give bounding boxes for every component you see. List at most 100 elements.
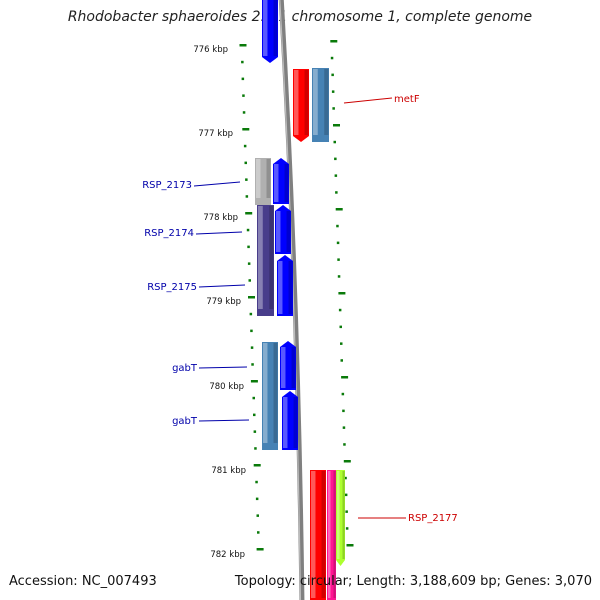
gene-arrow[interactable] bbox=[275, 205, 291, 254]
gene-labels: metF RSP_2173 RSP_2174 RSP_2175 gabT gabT RSP_… bbox=[142, 94, 458, 524]
gene-label[interactable]: RSP_2174 bbox=[144, 228, 243, 239]
gene-label-text: RSP_2175 bbox=[147, 282, 197, 293]
minor-tick bbox=[333, 140, 336, 144]
minor-tick bbox=[337, 258, 340, 261]
gene-label[interactable]: RSP_2175 bbox=[147, 282, 246, 293]
tick-marks bbox=[239, 40, 354, 551]
major-tick bbox=[330, 40, 338, 43]
gene-arrow[interactable] bbox=[273, 158, 289, 204]
gene-label-text: gabT bbox=[172, 363, 198, 374]
kbp-label: 782 kbp bbox=[210, 550, 245, 560]
gene-arrow[interactable] bbox=[336, 470, 345, 566]
minor-tick bbox=[244, 161, 247, 165]
minor-tick bbox=[249, 312, 253, 316]
minor-tick bbox=[334, 174, 338, 177]
gene-label-text: RSP_2174 bbox=[144, 228, 194, 239]
major-tick bbox=[256, 548, 264, 551]
gene-label-text: metF bbox=[394, 94, 420, 105]
gene-features bbox=[255, 0, 345, 600]
minor-tick bbox=[342, 409, 345, 413]
gene-arrow[interactable] bbox=[257, 205, 274, 316]
minor-tick bbox=[345, 527, 349, 530]
kbp-labels: 776 kbp 777 kbp 778 kbp 779 kbp 780 kbp 781 k… bbox=[193, 45, 246, 560]
major-tick bbox=[335, 208, 343, 211]
minor-tick bbox=[242, 94, 245, 97]
minor-tick bbox=[336, 224, 339, 228]
kbp-label: 780 kbp bbox=[209, 382, 244, 392]
minor-tick bbox=[345, 510, 348, 513]
gene-arrow[interactable] bbox=[327, 470, 336, 600]
minor-tick bbox=[343, 443, 346, 446]
gene-arrow[interactable] bbox=[280, 341, 296, 390]
gene-label[interactable]: RSP_2177 bbox=[358, 513, 458, 524]
kbp-label: 781 kbp bbox=[211, 466, 246, 476]
gene-label-text: RSP_2173 bbox=[142, 180, 192, 191]
minor-tick bbox=[245, 195, 249, 198]
gene-arrow[interactable] bbox=[277, 255, 293, 316]
minor-tick bbox=[256, 514, 259, 517]
minor-tick bbox=[339, 325, 342, 329]
minor-tick bbox=[335, 191, 338, 194]
minor-tick bbox=[247, 245, 250, 249]
gene-arrow[interactable] bbox=[262, 0, 278, 63]
minor-tick bbox=[251, 363, 254, 366]
major-tick bbox=[245, 212, 253, 215]
gene-arrow[interactable] bbox=[293, 69, 309, 142]
minor-tick bbox=[252, 396, 255, 400]
major-tick bbox=[253, 464, 261, 467]
minor-tick bbox=[254, 447, 257, 450]
gene-arrow[interactable] bbox=[282, 391, 298, 450]
leader-line bbox=[198, 419, 250, 422]
minor-tick bbox=[250, 346, 254, 349]
minor-tick bbox=[341, 392, 345, 396]
minor-tick bbox=[340, 342, 343, 345]
kbp-label: 777 kbp bbox=[198, 129, 233, 139]
minor-tick bbox=[246, 228, 250, 232]
minor-tick bbox=[243, 144, 247, 148]
major-tick bbox=[242, 128, 250, 131]
minor-tick bbox=[255, 497, 259, 501]
gene-label[interactable]: metF bbox=[343, 94, 420, 105]
minor-tick bbox=[255, 480, 258, 484]
kbp-label: 776 kbp bbox=[193, 45, 228, 55]
kbp-label: 779 kbp bbox=[206, 297, 241, 307]
major-tick bbox=[338, 292, 346, 295]
minor-tick bbox=[336, 241, 340, 245]
gene-label[interactable]: gabT bbox=[172, 363, 248, 374]
accession-text: Accession: NC_007493 bbox=[9, 574, 157, 589]
minor-tick bbox=[241, 77, 245, 81]
gene-label[interactable]: RSP_2173 bbox=[142, 180, 241, 191]
minor-tick bbox=[257, 531, 260, 534]
gene-label-text: RSP_2177 bbox=[408, 513, 458, 524]
gene-label-text: gabT bbox=[172, 416, 198, 427]
minor-tick bbox=[340, 359, 343, 362]
gene-arrow[interactable] bbox=[255, 158, 271, 205]
minor-tick bbox=[250, 329, 253, 333]
kbp-label: 778 kbp bbox=[203, 213, 238, 223]
minor-tick bbox=[245, 178, 248, 181]
major-tick bbox=[333, 124, 340, 127]
major-tick bbox=[343, 460, 351, 463]
minor-tick bbox=[342, 426, 346, 429]
topology-text: Topology: circular; Length: 3,188,609 bp… bbox=[234, 574, 592, 589]
gene-arrow[interactable] bbox=[312, 68, 329, 142]
minor-tick bbox=[334, 157, 337, 161]
minor-tick bbox=[331, 73, 334, 77]
minor-tick bbox=[337, 275, 341, 278]
leader-line bbox=[195, 231, 243, 235]
minor-tick bbox=[248, 279, 251, 282]
minor-tick bbox=[253, 413, 256, 417]
map-title: Rhodobacter sphaeroides 2.4.1 chromosome… bbox=[67, 9, 533, 25]
minor-tick bbox=[338, 308, 342, 312]
gene-arrow[interactable] bbox=[310, 470, 326, 600]
minor-tick bbox=[344, 493, 348, 497]
leader-line bbox=[193, 181, 241, 187]
minor-tick bbox=[332, 107, 335, 110]
minor-tick bbox=[330, 56, 334, 60]
minor-tick bbox=[241, 60, 244, 64]
gene-arrow[interactable] bbox=[262, 342, 278, 450]
gene-label[interactable]: gabT bbox=[172, 416, 250, 427]
minor-tick bbox=[247, 262, 251, 265]
leader-line bbox=[343, 97, 393, 104]
